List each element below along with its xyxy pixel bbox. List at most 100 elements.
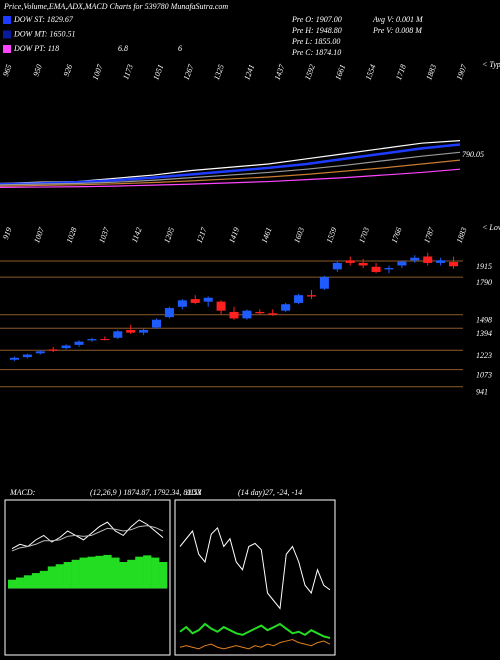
candle-body [61, 345, 71, 349]
ema-value-label: 790.05 [462, 150, 484, 159]
candle-body [9, 357, 19, 360]
top-axis-label: 950 [31, 63, 44, 77]
candle-body [358, 262, 368, 266]
panel-subtitle: (14 day)27, -24, -14 [238, 488, 302, 497]
adx-frame [174, 499, 336, 656]
legend-extra: 6.8 [118, 44, 128, 53]
candle-body [35, 351, 45, 354]
candle-body [410, 257, 420, 261]
legend-label: DOW MT: 1650.51 [13, 29, 76, 38]
candle-body [190, 299, 200, 303]
legend-label: DOW PT: 118 [13, 44, 59, 53]
series-line [0, 143, 461, 186]
candle-body [397, 261, 407, 266]
candle-body [268, 313, 278, 315]
y-tick-label: 1073 [476, 370, 492, 379]
legend-label: DOW ST: 1829.67 [13, 15, 74, 24]
candle-body [319, 277, 329, 289]
legend-swatch [3, 16, 11, 24]
candle-body [229, 311, 239, 319]
edge-label: < Typo [482, 60, 500, 69]
histogram-bar [127, 559, 136, 589]
panel-title: MACD: [9, 488, 36, 497]
series-line [0, 168, 461, 188]
price-info: Pre H: 1948.80 [291, 26, 342, 35]
price-info: Avg V: 0.001 M [372, 15, 424, 24]
legend-swatch [3, 45, 11, 53]
candle-body [423, 256, 433, 263]
price-info: Pre L: 1855.00 [291, 37, 340, 46]
candle-body [203, 297, 213, 302]
series-line [179, 526, 331, 610]
price-info: Pre C: 1874.10 [291, 48, 341, 57]
candle-body [113, 331, 123, 338]
candle-body [345, 260, 355, 263]
candle-body [436, 260, 446, 263]
series-line [179, 638, 331, 650]
candle-body [281, 304, 291, 311]
candle-body [100, 339, 110, 341]
histogram-bar [111, 557, 120, 589]
histogram-bar [71, 559, 80, 589]
y-tick-label: 1394 [476, 329, 492, 338]
candle-body [74, 341, 84, 345]
histogram-bar [79, 557, 88, 589]
histogram-bar [23, 575, 33, 589]
candle-body [139, 330, 149, 333]
histogram-bar [55, 564, 64, 589]
y-tick-label: 1790 [476, 278, 492, 287]
macd-frame [4, 499, 171, 656]
candle-body [87, 339, 97, 341]
panel-title: ADX [185, 488, 203, 497]
histogram-bar [39, 570, 49, 589]
edge-label: < Lowes [482, 223, 500, 232]
candle-body [164, 308, 174, 318]
candle-body [216, 301, 226, 311]
candle-body [371, 266, 381, 272]
y-tick-label: 941 [476, 388, 488, 397]
top-axis-label: 965 [1, 63, 14, 77]
histogram-bar [151, 557, 160, 589]
candle-body [22, 354, 32, 358]
candle-body [48, 349, 58, 351]
histogram-bar [63, 562, 72, 589]
histogram-bar [143, 555, 152, 589]
series-line [11, 525, 164, 552]
legend-swatch [3, 30, 11, 39]
top-axis-label: 919 [1, 226, 14, 240]
series-line [179, 622, 331, 639]
candle-body [151, 319, 162, 328]
top-axis-label: 926 [62, 63, 75, 77]
histogram-bar [15, 577, 25, 589]
y-tick-label: 1223 [476, 351, 492, 360]
histogram-bar [47, 566, 56, 589]
series-line [0, 151, 461, 186]
legend-extra: 6 [178, 44, 182, 53]
candle-body [306, 295, 317, 297]
y-tick-label: 1915 [476, 262, 492, 271]
histogram-bar [135, 556, 144, 589]
candle-body [384, 268, 394, 270]
candle-body [126, 330, 136, 333]
candle-body [255, 311, 265, 314]
histogram-bar [8, 579, 17, 589]
price-info: Pre O: 1907.00 [291, 15, 342, 24]
histogram-bar [31, 573, 41, 589]
histogram-bar [103, 554, 112, 589]
histogram-bar [159, 562, 168, 589]
series-line [11, 519, 164, 550]
page-title: Price,Volume,EMA,ADX,MACD Charts for 539… [3, 2, 228, 11]
candle-body [242, 310, 252, 319]
histogram-bar [87, 556, 96, 589]
candle-body [294, 295, 304, 303]
candle-body [332, 262, 342, 270]
candle-body [449, 262, 459, 267]
histogram-bar [119, 562, 128, 589]
price-info: Pre V: 0.008 M [372, 26, 423, 35]
panel-subtitle: (12,26,9 ) 1874.87, 1792.34, 82.53 [90, 488, 201, 497]
y-tick-label: 1498 [476, 316, 492, 325]
series-line [0, 159, 461, 187]
histogram-bar [95, 555, 104, 589]
